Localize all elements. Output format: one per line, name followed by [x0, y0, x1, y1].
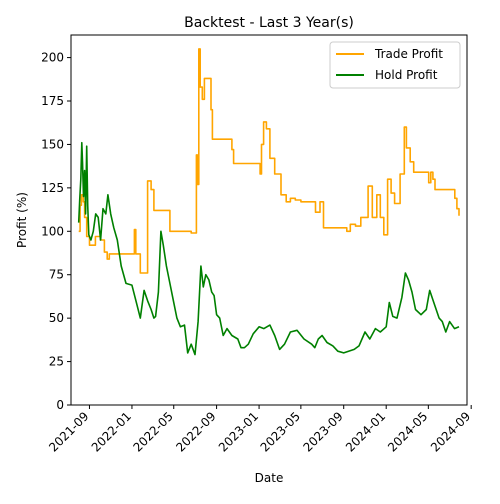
y-tick-label: 25	[49, 355, 64, 369]
series-line-2	[77, 141, 460, 356]
legend: Trade Profit Hold Profit	[329, 41, 461, 89]
x-tick-label: 2024-01	[343, 409, 388, 454]
y-tick-label: 125	[41, 181, 64, 195]
x-tick-label: 2021-09	[46, 409, 91, 454]
y-tick-label: 50	[49, 311, 64, 325]
x-tick-label: 2022-09	[173, 409, 218, 454]
y-tick-label: 150	[41, 137, 64, 151]
series-layer	[77, 48, 460, 356]
x-tick-label: 2024-09	[428, 409, 473, 454]
y-tick-label: 100	[41, 224, 64, 238]
chart-title: Backtest - Last 3 Year(s)	[184, 15, 354, 31]
series-line-1	[78, 48, 460, 274]
y-tick-label: 200	[41, 51, 64, 65]
x-tick-label: 2024-05	[385, 409, 430, 454]
x-axis-label: Date	[255, 471, 284, 485]
x-tick-label: 2023-01	[216, 409, 261, 454]
axes-layer: 02550751001251501752002021-092022-012022…	[41, 34, 473, 455]
x-tick-label: 2022-05	[131, 409, 176, 454]
y-tick-label: 175	[41, 94, 64, 108]
x-tick-label: 2023-05	[258, 409, 303, 454]
x-tick-label: 2022-01	[89, 409, 134, 454]
y-tick-label: 0	[56, 398, 64, 412]
y-tick-label: 75	[49, 268, 64, 282]
plot-frame	[70, 34, 468, 406]
x-tick-label: 2023-09	[300, 409, 345, 454]
legend-label-2: Hold Profit	[375, 68, 438, 82]
legend-label-1: Trade Profit	[374, 47, 443, 61]
y-axis-label: Profit (%)	[15, 192, 29, 248]
